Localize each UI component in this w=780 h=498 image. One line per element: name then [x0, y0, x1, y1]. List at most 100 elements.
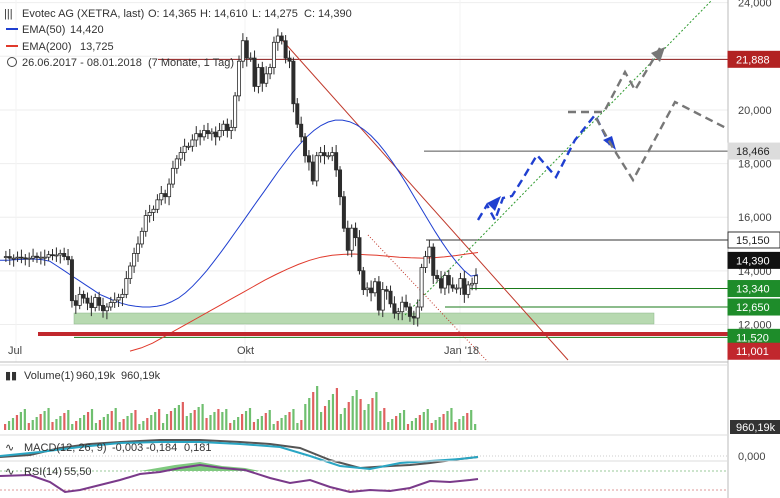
volume-bar — [296, 423, 299, 430]
volume-bar — [193, 410, 196, 430]
candle-body — [353, 227, 358, 239]
candle-body — [361, 270, 366, 291]
candle-body — [450, 284, 455, 289]
candle-body — [198, 133, 203, 138]
candle-body — [58, 253, 63, 256]
instrument-title: Evotec AG (XETRA, last) — [22, 8, 144, 20]
level-tag-label: 15,150 — [736, 235, 770, 247]
volume-bar — [142, 421, 145, 430]
level-tag-bg — [727, 280, 780, 298]
arrow-gray-head — [651, 47, 665, 62]
rsi-label: RSI(14) — [24, 466, 62, 478]
candle-body — [310, 161, 315, 182]
candle-body — [240, 40, 245, 62]
volume-bar — [450, 408, 453, 430]
level-tag-label: 14,390 — [736, 255, 770, 267]
candle-body — [202, 130, 207, 138]
ema200-value: 13,725 — [80, 41, 114, 53]
candle-body — [431, 246, 436, 276]
volume-bar — [106, 414, 109, 430]
candle-body — [23, 257, 28, 260]
volume-bars — [4, 386, 477, 430]
candle-body — [283, 40, 288, 59]
volume-bar — [15, 415, 19, 430]
volume-axis-tag — [730, 420, 780, 434]
candle-body — [415, 306, 420, 319]
volume-bar — [414, 418, 417, 430]
candle-body — [217, 130, 222, 138]
volume-bar — [189, 413, 192, 430]
volume-bar — [288, 412, 291, 430]
volume-bar — [122, 419, 125, 430]
volume-bar — [233, 420, 236, 430]
candle-body — [229, 126, 234, 131]
level-tag-bg — [727, 231, 780, 249]
macd-signal — [0, 441, 479, 471]
candle-body — [314, 155, 319, 182]
candle-body — [330, 152, 335, 157]
candle-body — [73, 300, 78, 306]
volume-bar — [114, 408, 117, 430]
candle-body — [97, 297, 102, 306]
candle-body — [69, 259, 74, 302]
volume-bar — [466, 413, 469, 430]
candle-body — [50, 254, 55, 257]
candle-body — [388, 290, 393, 305]
volume-bar — [252, 422, 256, 430]
volume-bar — [320, 412, 323, 430]
volume-bar — [280, 418, 283, 430]
candle-body — [54, 254, 59, 257]
volume-bar — [146, 418, 149, 430]
volume-bar — [201, 404, 204, 430]
chart-grid — [0, 0, 728, 362]
candle-body — [116, 297, 121, 301]
volume-bar — [410, 421, 414, 430]
ohlc-high: H: 14,610 — [200, 8, 248, 20]
ema200-label: EMA(200) — [22, 41, 72, 53]
candle-body — [209, 131, 214, 135]
volume-bar — [454, 422, 457, 430]
volume-bar — [229, 423, 232, 430]
candle-body — [112, 299, 117, 303]
volume-bar — [165, 414, 169, 430]
candle-body — [349, 227, 354, 251]
volume-bar — [316, 386, 319, 430]
level-tag-bg — [727, 50, 780, 68]
volume-bar — [402, 410, 406, 430]
volume-bar — [169, 411, 173, 430]
candle-body — [419, 267, 424, 308]
volume-value-2: 960,19k — [121, 370, 161, 382]
volume-bar — [244, 411, 248, 430]
volume-bar — [363, 410, 366, 430]
volume-bar — [418, 415, 421, 430]
candle-body — [256, 67, 261, 87]
candle-body — [3, 256, 8, 258]
volume-axis-value: 960,19k — [736, 422, 776, 434]
y-tick-label: 24,000 — [738, 0, 772, 10]
panel-toggle-icon-macd[interactable]: ∿ — [5, 442, 14, 454]
panel-toggle-icon-rsi[interactable]: ∿ — [5, 466, 14, 478]
macd-v3: 0,181 — [184, 442, 212, 454]
candle-body — [303, 136, 308, 157]
volume-bar — [158, 409, 161, 430]
candle-body — [466, 284, 471, 295]
volume-bar — [241, 414, 244, 430]
candle-body — [380, 289, 385, 311]
volume-bar — [474, 424, 477, 430]
candle-body — [326, 155, 331, 158]
level-tags: 21,888 18,466 15,150 14,390 13,340 12,650 11,5… — [727, 50, 780, 360]
candle-body — [46, 254, 51, 258]
candle-body — [128, 265, 133, 280]
panel-toggle-icon-volume[interactable]: ▮▮ — [5, 370, 17, 382]
volume-bar — [150, 415, 153, 430]
volume-bar — [94, 423, 98, 430]
candle-body — [423, 256, 428, 268]
candle-body — [338, 169, 343, 198]
candle-body — [108, 302, 113, 308]
y-tick-label: 20,000 — [738, 105, 772, 117]
volume-bar — [181, 402, 184, 430]
volume-bar — [217, 409, 220, 430]
volume-bar — [27, 423, 30, 430]
volume-bar — [79, 418, 82, 430]
